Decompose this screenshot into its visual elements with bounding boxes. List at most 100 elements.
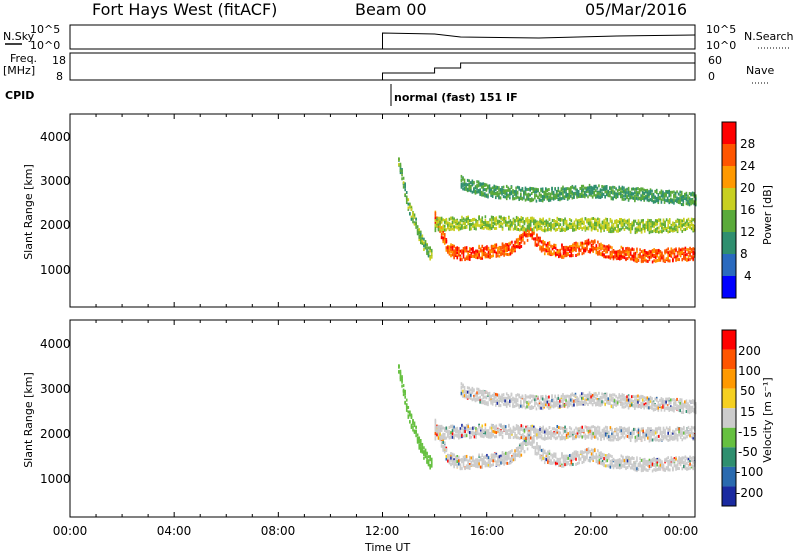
velocity-cell (520, 424, 523, 428)
velocity-cell (590, 436, 593, 440)
velocity-cell (665, 459, 668, 463)
velocity-cell (556, 461, 559, 465)
velocity-cell (503, 456, 505, 460)
power-cell (442, 229, 444, 233)
power-cell (551, 247, 554, 251)
velocity-cell (547, 436, 549, 440)
power-cell (468, 254, 471, 258)
power-cell (598, 245, 601, 249)
power-cell (637, 220, 640, 224)
velocity-cell (512, 455, 515, 459)
power-cell (534, 239, 537, 243)
velocity-cell (679, 457, 682, 461)
power-cell (489, 218, 491, 222)
power-cell (495, 254, 498, 258)
power-cell (507, 194, 510, 198)
power-cell (476, 222, 479, 226)
power-cell (560, 187, 563, 191)
power-cell (656, 250, 659, 254)
velocity-cell (531, 436, 534, 440)
velocity-cell (447, 457, 449, 461)
velocity-cell (487, 461, 490, 465)
velocity-cell (509, 427, 512, 431)
nsearch-tick-top: 10^5 (706, 23, 736, 36)
velocity-cell (597, 437, 599, 441)
power-cell (492, 216, 494, 220)
power-cell (492, 254, 494, 258)
velocity-cell (620, 463, 623, 467)
power-cell (459, 227, 462, 231)
power-cell (602, 185, 605, 189)
velocity-cell (468, 434, 471, 438)
power-cell (491, 190, 494, 194)
power-cell (576, 191, 578, 195)
velocity-cell (651, 459, 654, 463)
velocity-cell (509, 461, 512, 465)
power-cell (578, 222, 580, 226)
power-cell (404, 193, 406, 197)
power-cell (493, 246, 496, 250)
velocity-cell (540, 434, 543, 438)
power-cell (450, 245, 452, 249)
velocity-cell (647, 464, 649, 468)
power-cell (629, 196, 631, 200)
power-cell (597, 217, 599, 221)
velocity-cell (489, 431, 491, 435)
power-cell (484, 221, 487, 225)
velocity-cell (508, 453, 510, 457)
power-cell (578, 249, 580, 253)
velocity-cell (498, 423, 501, 427)
velocity-cell (523, 429, 526, 433)
power-cb-16: 16 (740, 203, 755, 217)
power-cell (517, 219, 519, 223)
power-cell (576, 245, 579, 249)
power-cell (481, 219, 484, 223)
velocity-cell (570, 427, 573, 431)
velocity-cell (659, 461, 662, 465)
velocity-cell (551, 432, 554, 436)
power-cell (691, 201, 694, 205)
power-cell (515, 186, 517, 190)
power-cell (665, 226, 668, 230)
velocity-cell (572, 432, 574, 436)
power-cell (566, 192, 569, 196)
power-cell (681, 229, 684, 233)
power-cell (485, 193, 488, 197)
power-cell (654, 253, 657, 257)
power-cell (658, 219, 660, 223)
power-cell (615, 220, 618, 224)
velocity-cell (416, 433, 419, 437)
power-cell (648, 223, 651, 227)
velocity-cell (573, 428, 576, 432)
power-cell (679, 194, 681, 198)
power-cell (556, 250, 559, 254)
velocity-cell (464, 455, 466, 459)
power-cell (536, 235, 538, 239)
power-cell (555, 192, 558, 196)
power-cell (484, 194, 486, 198)
power-cell (671, 199, 674, 203)
velocity-cell (515, 427, 518, 431)
power-cell (628, 223, 630, 227)
power-cell (564, 245, 566, 249)
power-cell (440, 232, 443, 236)
velocity-cell (565, 436, 568, 440)
colorbar-segment (722, 276, 736, 298)
power-cell (648, 258, 651, 262)
power-cell (628, 218, 630, 222)
power-cell (620, 221, 623, 225)
power-cell (600, 226, 602, 230)
velocity-cell (600, 461, 602, 465)
power-cell (668, 221, 671, 225)
power-cell (464, 249, 466, 253)
velocity-cell (445, 429, 448, 433)
velocity-cell (470, 435, 473, 439)
power-colorbar (721, 121, 737, 299)
power-cell (464, 226, 466, 230)
velocity-cell (600, 434, 602, 438)
power-cell (495, 219, 498, 223)
velocity-cell (628, 455, 630, 459)
power-cell (604, 221, 607, 225)
power-cell (536, 237, 538, 241)
power-cell (617, 250, 619, 254)
